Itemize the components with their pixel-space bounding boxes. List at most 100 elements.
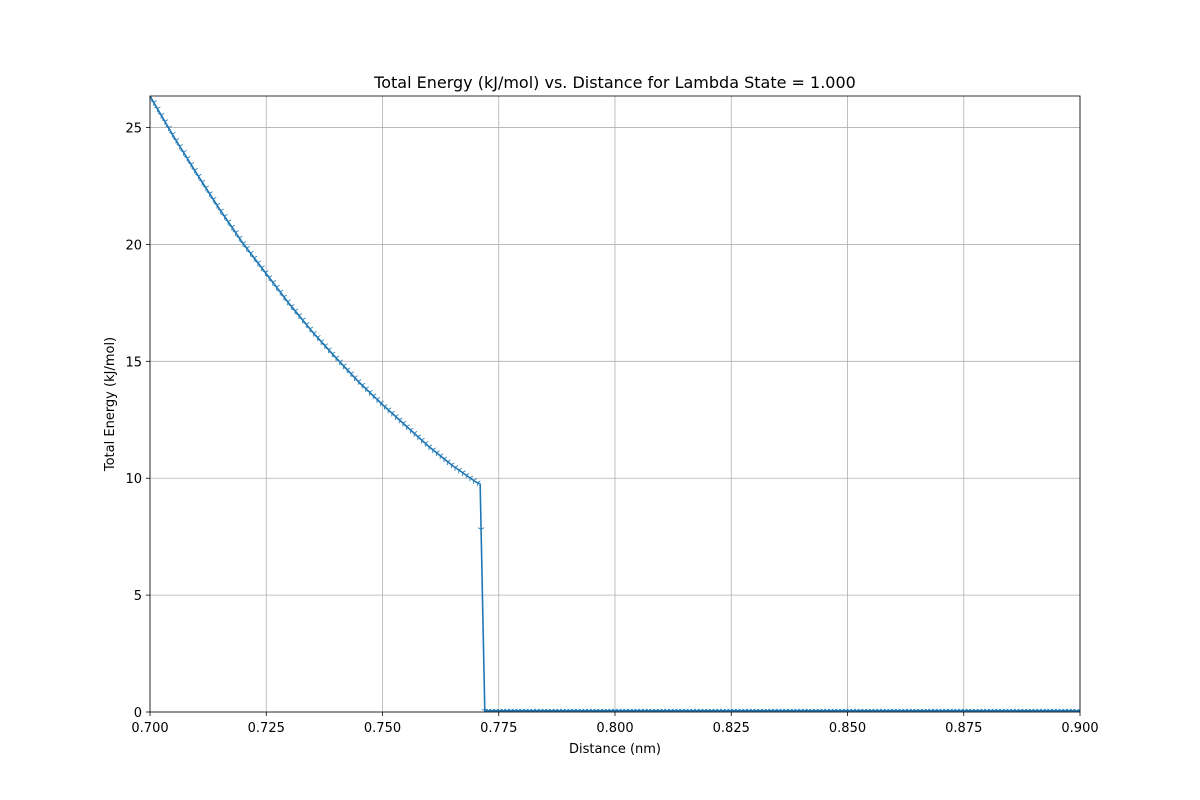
data-point-marker [299,317,306,324]
data-point-marker [399,420,407,427]
data-point-marker [247,250,254,257]
y-tick-label: 10 [125,472,142,487]
x-tick-label: 0.800 [596,721,633,736]
data-point-marker [273,284,280,291]
data-point-marker [180,150,187,156]
chart-title: Total Energy (kJ/mol) vs. Distance for L… [373,73,856,92]
data-point-marker [232,230,239,236]
data-point-marker [254,260,262,267]
data-point-marker [429,447,436,454]
data-point-marker [347,371,355,378]
y-tick-label: 5 [134,589,142,604]
x-tick-label: 0.850 [829,721,866,736]
data-point-marker [165,125,172,132]
y-tick-label: 15 [125,355,142,370]
data-point-marker [265,275,273,281]
series-line [150,96,1080,712]
data-point-marker [150,100,157,106]
y-tick-label: 25 [125,122,142,137]
y-axis-label: Total Energy (kJ/mol) [103,337,118,472]
data-point-marker [306,326,314,333]
data-point-marker [243,245,250,252]
data-point-marker [358,382,366,389]
data-point-marker [276,289,284,296]
data-point-marker [414,434,422,441]
x-tick-label: 0.875 [945,721,982,736]
data-point-marker [377,400,384,407]
data-point-marker [343,367,351,374]
data-point-marker [191,168,198,174]
data-point-marker [314,335,321,341]
data-point-marker [172,138,180,144]
data-point-marker [236,235,243,242]
data-point-marker [202,185,210,192]
y-tick-label: 20 [125,238,142,253]
data-point-marker [176,144,183,150]
data-point-marker [1073,708,1080,712]
data-point-marker [470,478,477,484]
data-point-marker [355,379,362,385]
data-point-marker [288,304,295,310]
x-tick-label: 0.750 [364,721,401,736]
data-point-marker [187,162,195,168]
data-point-marker [384,407,392,414]
data-point-marker [224,219,232,226]
data-point-marker [455,467,462,474]
data-point-marker [250,255,258,262]
data-point-marker [381,404,388,410]
data-point-marker [325,347,332,354]
data-point-marker [369,393,377,400]
data-point-marker [422,441,429,447]
data-point-marker [217,208,224,215]
data-point-marker [436,453,444,460]
data-point-marker [210,197,217,203]
data-point-marker [340,363,347,370]
y-axis: 0 5 10 15 20 25 [125,122,150,721]
data-point-marker [310,330,317,337]
x-tick-label: 0.700 [131,721,168,736]
data-point-marker [448,462,455,469]
y-tick-label: 0 [134,706,142,721]
data-point-marker [392,414,399,420]
data-point-marker [462,473,470,479]
data-point-marker [351,375,358,381]
data-point-marker [269,280,276,286]
data-point-marker [407,427,414,434]
x-tick-label: 0.900 [1061,721,1098,736]
data-point-marker [388,410,396,417]
data-point-marker [213,202,221,209]
data-point-marker [280,294,288,301]
data-point-marker [262,270,269,276]
data-point-marker [258,265,265,272]
data-point-marker [291,308,299,315]
data-point-marker [474,480,481,487]
x-axis: 0.700 0.725 0.750 0.775 0.800 0.825 0.850 0.875… [131,712,1099,736]
data-point-marker [183,156,191,162]
data-point-marker [221,214,228,220]
data-point-marker [332,355,340,362]
data-point-marker [295,313,303,319]
data-point-marker [157,112,165,119]
x-tick-label: 0.825 [713,721,750,736]
data-point-marker [425,444,433,451]
data-point-marker [154,106,161,113]
data-point-marker [284,299,291,306]
data-point-marker [373,397,381,403]
data-point-marker [477,527,485,533]
data-point-marker [336,359,343,366]
data-point-marker [403,424,410,430]
x-axis-label: Distance (nm) [569,742,661,757]
data-point-marker [466,475,474,482]
data-point-marker [206,191,213,197]
data-point-marker [329,351,336,358]
data-point-marker [444,459,451,466]
data-point-marker [418,437,425,444]
data-point-marker [366,390,373,396]
data-point-marker [195,173,202,180]
x-tick-label: 0.725 [248,721,285,736]
data-point-marker [317,339,325,345]
data-point-marker [169,132,176,138]
data-point-marker [451,465,459,471]
data-point-marker [433,450,440,457]
